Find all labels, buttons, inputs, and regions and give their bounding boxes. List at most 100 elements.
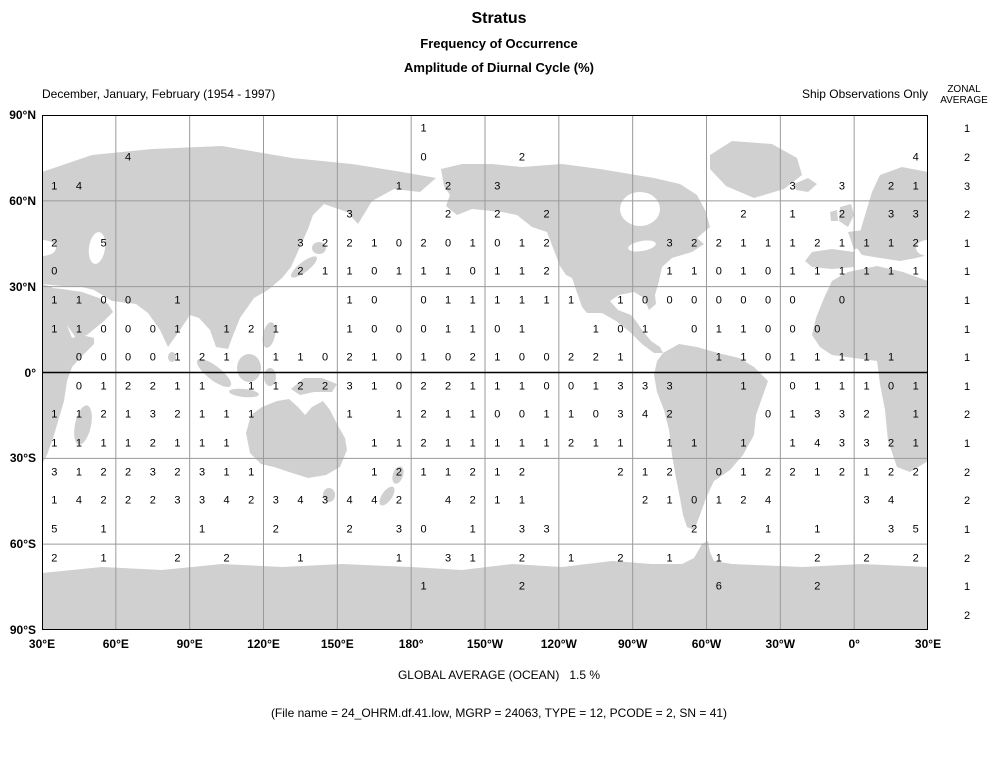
grid-value: 2 [346, 523, 353, 536]
grid-value: 0 [691, 294, 698, 307]
grid-value: 1 [469, 552, 476, 564]
grid-value: 3 [641, 380, 649, 393]
grid-value: 0 [395, 380, 402, 393]
grid-value: 0 [764, 351, 772, 364]
grid-value: 1 [272, 323, 279, 336]
grid-value: 1 [912, 437, 919, 450]
zonal-average-value: 1 [963, 581, 971, 594]
grid-value: 1 [100, 523, 107, 536]
grid-value: 2 [814, 552, 821, 564]
island-sri-lanka [168, 352, 176, 362]
grid-value: 0 [789, 294, 796, 307]
grid-value: 1 [740, 380, 747, 393]
grid-value: 1 [223, 408, 230, 421]
grid-value: 1 [223, 437, 230, 450]
grid-value: 0 [149, 351, 156, 364]
longitude-label: 120°W [540, 637, 577, 651]
grid-value: 4 [297, 494, 304, 507]
continent-south-america [654, 344, 768, 530]
island-new-zealand-north [392, 466, 404, 484]
island-greenland [710, 141, 802, 198]
grid-value: 2 [420, 408, 427, 421]
grid-value: 3 [346, 380, 353, 393]
grid-value: 4 [371, 494, 378, 507]
grid-value: 1 [666, 437, 673, 450]
grid-value: 1 [51, 323, 58, 336]
grid-value: 1 [518, 294, 525, 307]
grid-value: 2 [518, 580, 525, 593]
grid-value: 1 [617, 437, 624, 450]
grid-value: 1 [100, 552, 107, 564]
grid-value: 0 [764, 294, 772, 307]
grid-value: 1 [863, 466, 870, 479]
grid-value: 1 [346, 323, 353, 336]
grid-value: 2 [420, 380, 427, 393]
grid-value: 0 [395, 237, 402, 250]
grid-value: 1 [75, 323, 82, 336]
map-border [42, 115, 928, 630]
grid-value: 0 [100, 323, 107, 336]
longitude-label: 60°E [102, 637, 129, 651]
continent-arabia [42, 287, 113, 338]
grid-value: 1 [912, 265, 919, 278]
longitude-label: 30°W [765, 637, 796, 651]
grid-value: 4 [814, 437, 821, 450]
grid-value: 1 [395, 180, 402, 192]
grid-value: 2 [248, 323, 255, 336]
longitude-label: 150°W [466, 637, 504, 651]
grid-value: 2 [125, 466, 132, 479]
grid-value: 2 [641, 494, 649, 507]
grid-value: 1 [174, 380, 181, 393]
grid-value: 2 [469, 494, 476, 507]
grid-value: 2 [838, 466, 845, 479]
grid-value: 2 [100, 408, 107, 421]
grid-value: 0 [641, 294, 649, 307]
grid-value: 1 [248, 380, 255, 393]
grid-value: 2 [543, 208, 550, 221]
grid-value: 3 [863, 437, 870, 450]
grid-value: 1 [715, 323, 722, 336]
grid-value: 0 [100, 351, 107, 364]
global-average-label: GLOBAL AVERAGE (OCEAN) 1.5 % [397, 668, 601, 682]
grid-value: 1 [641, 466, 649, 479]
longitude-label: 120°E [247, 637, 280, 651]
grid-value: 1 [198, 408, 206, 421]
grid-value: 1 [395, 437, 402, 450]
water-black-sea-left [42, 240, 56, 256]
grid-value: 1 [912, 380, 919, 393]
grid-value: 1 [518, 380, 525, 393]
grid-value: 0 [445, 237, 452, 250]
grid-value: 2 [100, 494, 107, 507]
grid-value: 0 [617, 323, 624, 336]
grid-value: 1 [445, 323, 452, 336]
grid-value: 1 [420, 466, 427, 479]
grid-value: 1 [51, 408, 58, 421]
grid-value: 4 [125, 151, 132, 164]
grid-value: 0 [715, 265, 722, 278]
grid-value: 1 [518, 265, 525, 278]
grid-value: 1 [469, 237, 476, 250]
grid-value: 3 [445, 552, 452, 564]
grid-value: 2 [617, 466, 624, 479]
grid-value: 2 [666, 466, 673, 479]
grid-value: 1 [174, 294, 181, 307]
grid-value: 0 [494, 237, 501, 250]
grid-value: 2 [395, 466, 402, 479]
grid-value: 2 [543, 265, 550, 278]
grid-value: 2 [125, 494, 132, 507]
grid-value: 3 [518, 523, 525, 536]
grid-value: 0 [789, 323, 796, 336]
grid-value: 0 [592, 408, 599, 421]
grid-value: 3 [838, 437, 845, 450]
grid-value: 1 [51, 437, 58, 450]
grid-value: 1 [445, 437, 452, 450]
zonal-average-value: 1 [963, 438, 971, 450]
grid-value: 0 [75, 380, 82, 393]
grid-value: 0 [51, 265, 58, 278]
grid-value: 1 [814, 351, 821, 364]
zonal-average-value: 2 [963, 495, 971, 508]
grid-value: 1 [51, 180, 58, 192]
grid-value: 2 [395, 494, 402, 507]
longitude-label: 90°E [176, 637, 203, 651]
grid-value: 2 [715, 237, 722, 250]
